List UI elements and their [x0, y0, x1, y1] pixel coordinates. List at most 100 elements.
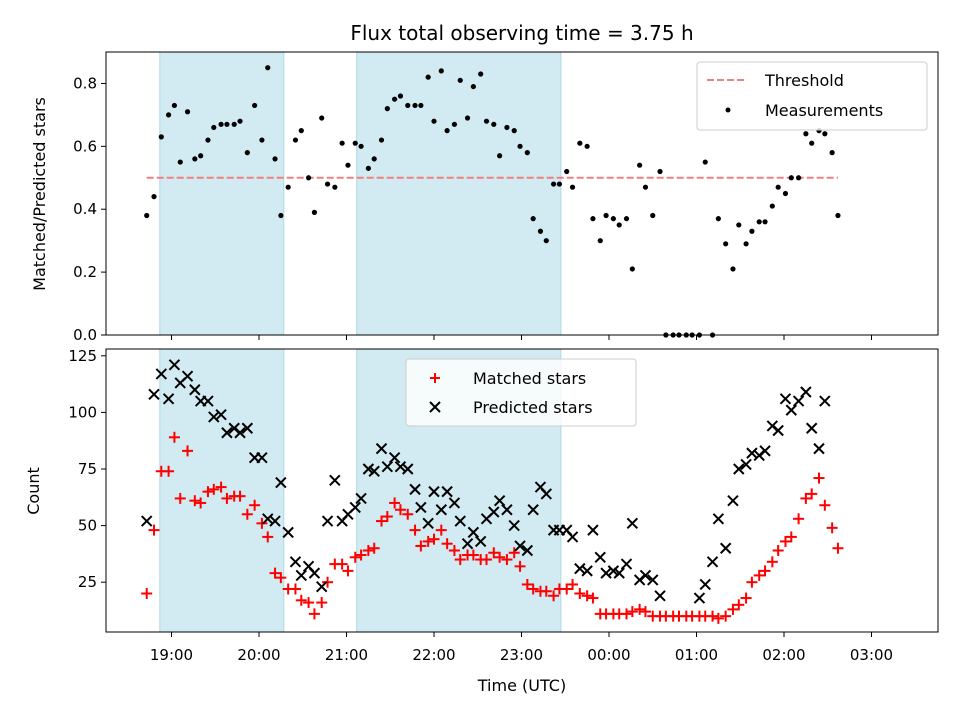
predicted-star-marker	[493, 494, 506, 507]
matched-star-marker	[174, 492, 186, 504]
matched-star-marker	[639, 606, 651, 618]
predicted-star-marker	[759, 445, 771, 457]
y-tick-label: 0.8	[73, 74, 97, 92]
measurement-point	[550, 181, 557, 187]
legend-threshold-label: Threshold	[764, 71, 844, 90]
x-axis-label: Time (UTC)	[477, 676, 566, 695]
predicted-star-marker	[308, 567, 321, 579]
predicted-star-marker	[189, 384, 201, 396]
predicted-star-marker	[706, 556, 719, 568]
measurement-point	[657, 168, 663, 175]
predicted-star-marker	[527, 504, 539, 516]
measurement-point	[537, 228, 544, 234]
predicted-star-marker	[215, 408, 227, 421]
predicted-star-marker	[141, 515, 153, 527]
matched-star-marker	[481, 554, 492, 566]
predicted-star-marker	[792, 395, 805, 407]
measurement-point	[405, 102, 411, 109]
measurement-point	[610, 216, 616, 222]
predicted-marker-b	[435, 504, 447, 516]
matched-star-marker	[168, 431, 180, 443]
predicted-marker-b	[321, 515, 334, 527]
predicted-marker-b	[772, 424, 784, 437]
measurement-point	[224, 121, 230, 127]
predicted-star-marker	[521, 544, 534, 557]
matched-star-marker	[349, 551, 361, 563]
predicted-star-marker	[740, 458, 752, 471]
predicted-star-marker	[514, 540, 526, 552]
measurement-point	[584, 143, 590, 149]
predicted-star-marker	[654, 590, 666, 602]
predicted-star-marker	[467, 526, 480, 539]
measurement-point	[451, 121, 458, 127]
measurement-point	[198, 153, 204, 159]
observing-window-band	[159, 51, 285, 336]
matched-star-marker	[215, 481, 227, 493]
matched-star-marker	[182, 445, 194, 457]
matched-star-marker	[435, 524, 447, 536]
predicted-star-marker	[785, 404, 797, 416]
predicted-marker-b	[275, 476, 287, 489]
predicted-marker-b	[448, 497, 461, 509]
predicted-star-marker	[349, 501, 361, 514]
measurement-point	[788, 175, 794, 181]
predicted-marker-b	[295, 569, 307, 582]
matched-star-marker	[389, 497, 401, 509]
matched-star-marker	[806, 488, 818, 500]
measurement-point	[577, 140, 583, 146]
matched-star-marker	[289, 583, 301, 595]
predicted-marker-b	[699, 578, 711, 591]
measurement-point	[637, 162, 643, 168]
predicted-marker-b	[409, 483, 421, 496]
predicted-marker-b	[162, 393, 175, 405]
measurement-point	[265, 65, 271, 71]
predicted-star-marker	[594, 551, 606, 563]
measurement-point	[511, 128, 517, 134]
predicted-marker-b	[706, 556, 719, 568]
measurement-point	[457, 77, 463, 83]
predicted-marker-b	[561, 524, 573, 536]
predicted-marker-b	[806, 422, 818, 434]
predicted-star-marker	[402, 463, 414, 475]
predicted-marker-b	[302, 560, 315, 573]
predicted-star-marker	[295, 569, 307, 582]
predicted-marker-b	[189, 384, 201, 396]
predicted-marker-b	[594, 551, 606, 563]
predicted-star-marker	[566, 531, 579, 543]
matched-star-marker	[275, 572, 287, 584]
predicted-marker-b	[766, 420, 779, 432]
predicted-marker-b	[587, 524, 599, 536]
predicted-marker-b	[514, 540, 526, 552]
matched-star-marker	[295, 594, 307, 606]
measurement-point	[723, 241, 729, 247]
measurement-point	[470, 83, 476, 90]
measurement-point	[151, 194, 157, 200]
measurement-point	[278, 212, 284, 219]
measurement-point	[497, 153, 503, 159]
predicted-marker-b	[441, 485, 453, 498]
measurement-point	[775, 184, 781, 190]
predicted-star-marker	[693, 592, 706, 604]
predicted-star-marker	[779, 393, 792, 405]
matched-star-marker	[800, 492, 812, 504]
matched-star-marker	[514, 560, 526, 572]
predicted-marker-b	[316, 581, 328, 593]
predicted-marker-b	[241, 422, 254, 434]
matched-star-marker	[221, 492, 233, 504]
matched-star-marker	[785, 531, 797, 543]
measurement-point	[478, 71, 484, 77]
count-y-ticks: 25 50 75 100 125	[68, 347, 106, 591]
predicted-marker-b	[262, 513, 274, 525]
measurement-point	[165, 112, 172, 118]
matched-star-marker	[402, 508, 414, 520]
predicted-star-marker	[428, 485, 440, 498]
predicted-marker-b	[308, 567, 321, 579]
predicted-marker-b	[282, 526, 294, 539]
legend-matched-swatch	[430, 373, 440, 383]
matched-star-marker	[303, 597, 315, 609]
measurement-point	[237, 118, 243, 124]
measurement-point	[809, 140, 815, 146]
predicted-star-marker	[221, 427, 233, 439]
matched-star-marker	[202, 486, 214, 498]
matched-star-marker	[316, 597, 328, 609]
